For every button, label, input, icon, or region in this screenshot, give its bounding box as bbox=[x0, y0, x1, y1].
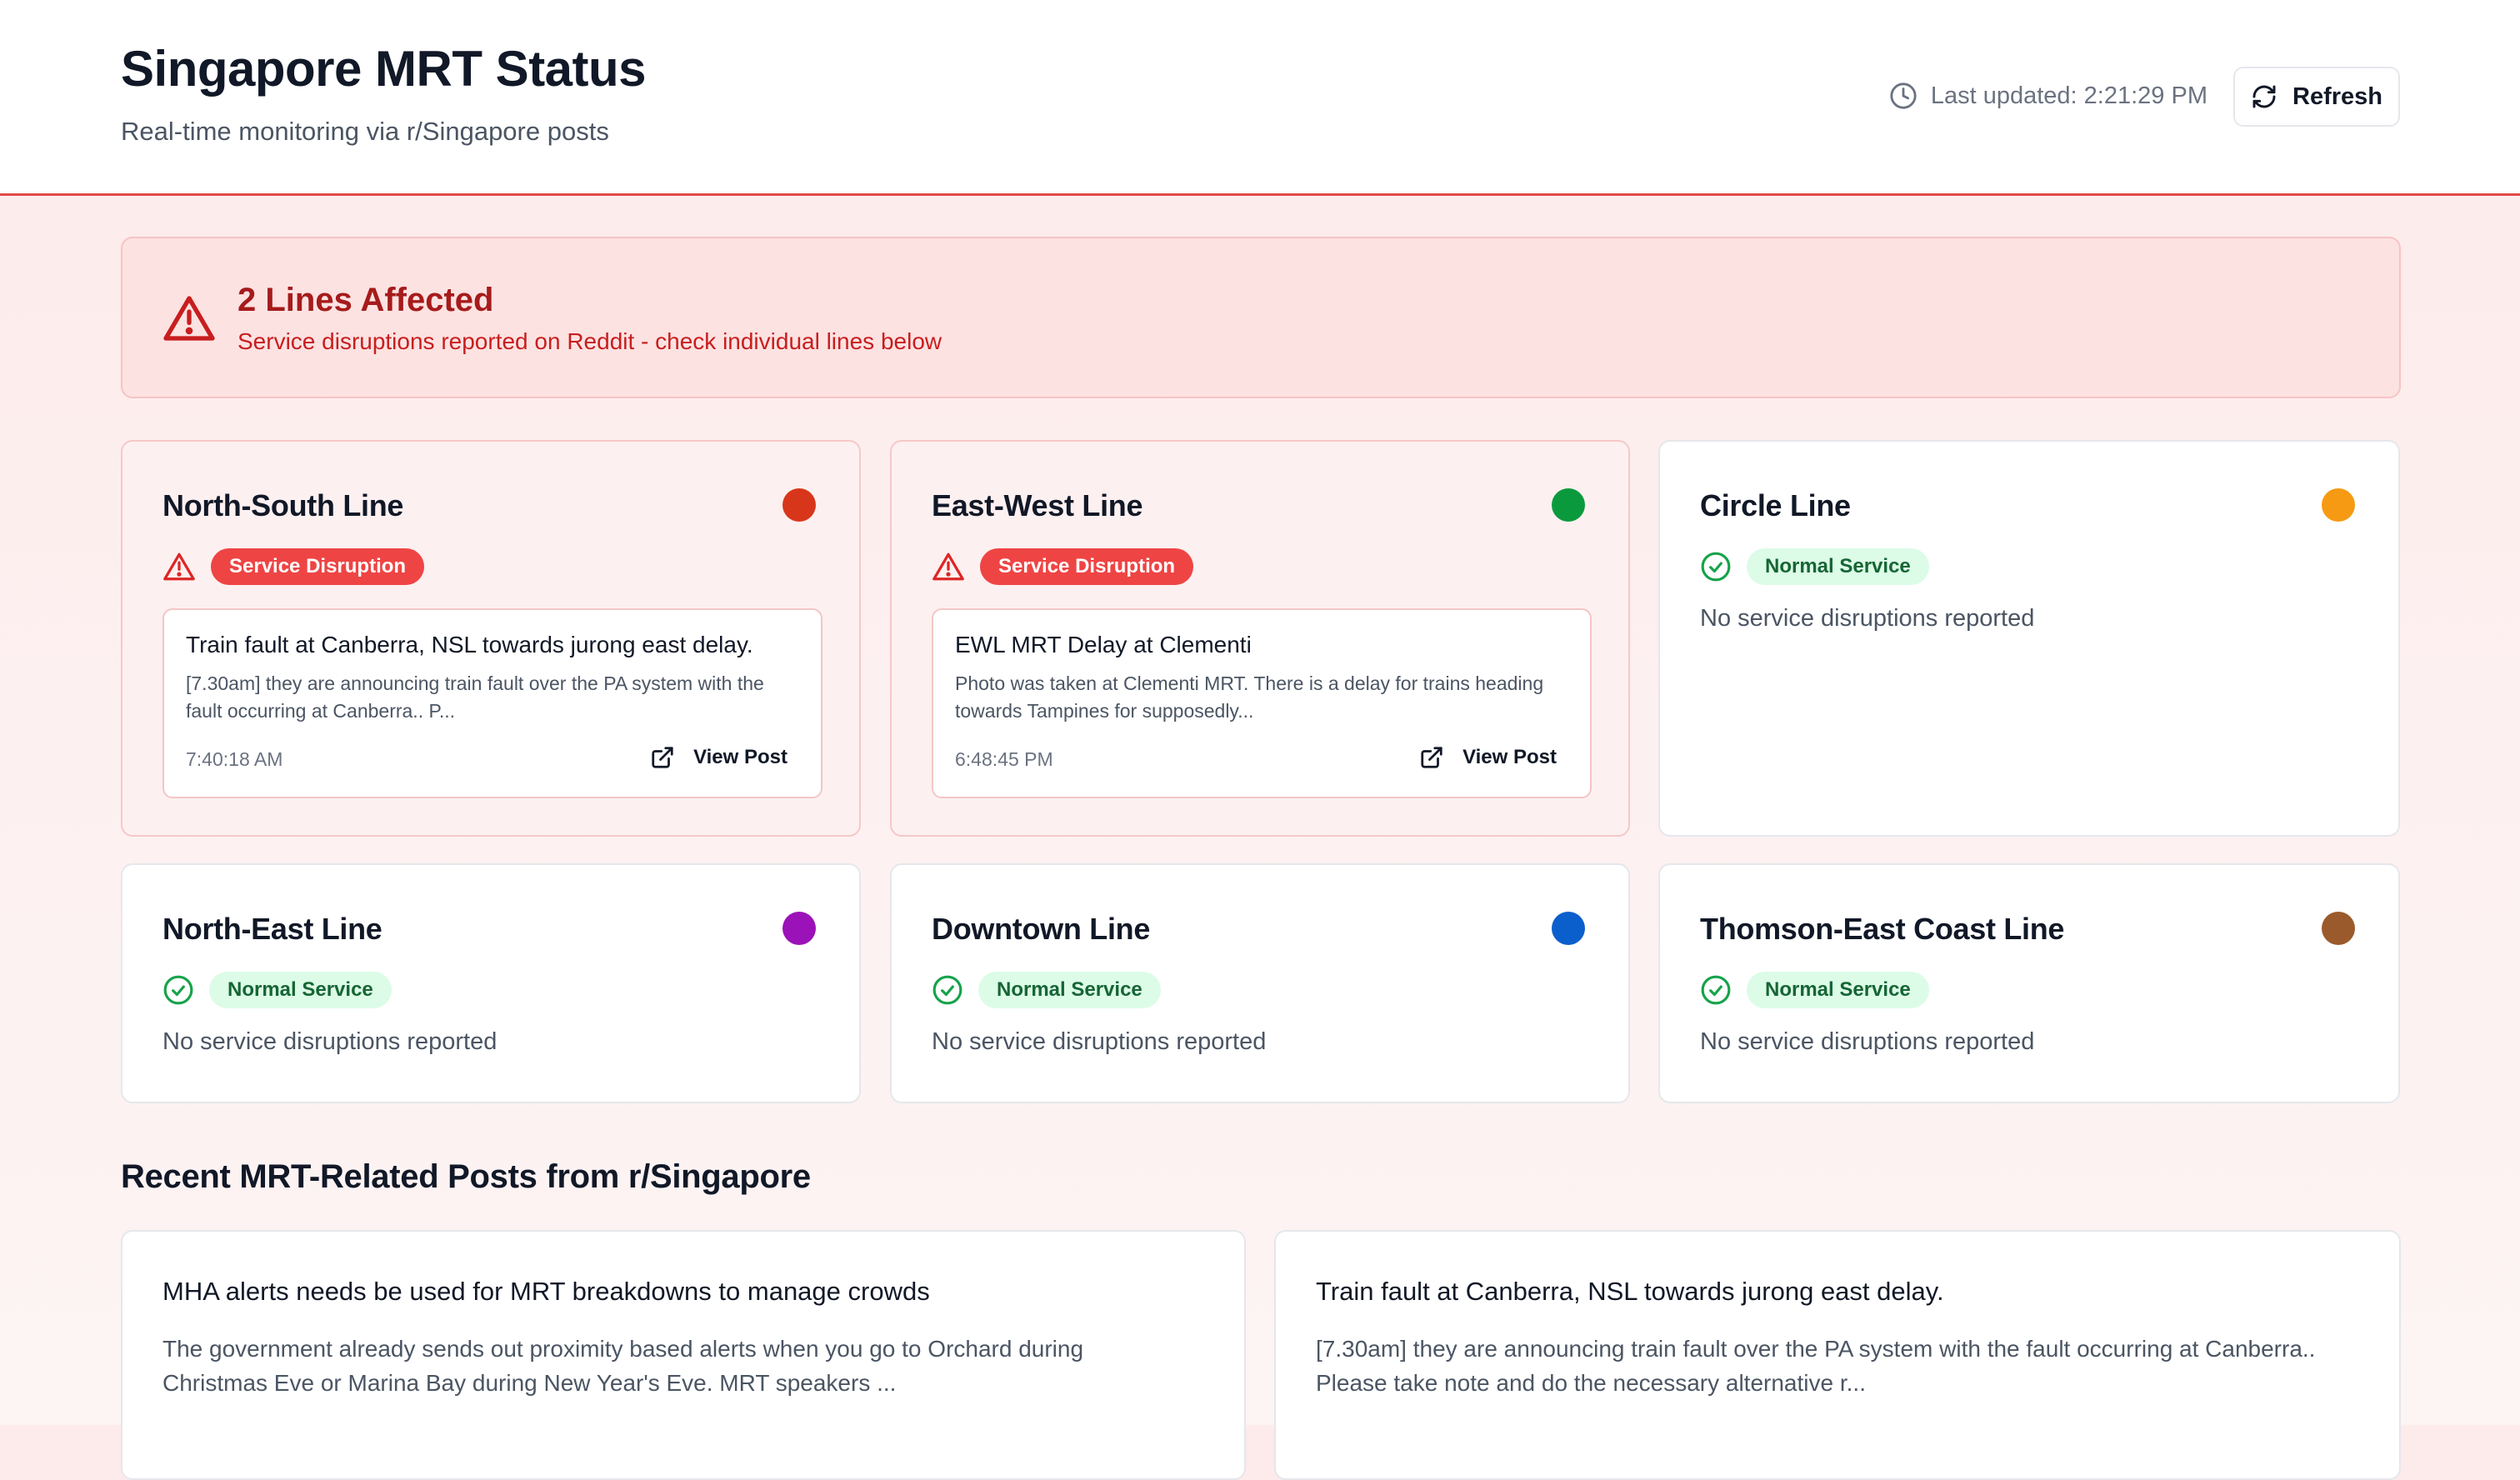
no-disruption-text: No service disruptions reported bbox=[162, 1028, 498, 1055]
status-badge: Normal Service bbox=[978, 972, 1161, 1008]
post-description: Photo was taken at Clementi MRT. There i… bbox=[955, 672, 1544, 722]
alert-title: 2 Lines Affected bbox=[238, 282, 494, 318]
external-link-icon bbox=[652, 747, 673, 768]
line-color-dot bbox=[2322, 912, 2355, 945]
post-description: [7.30am] they are announcing train fault… bbox=[186, 672, 764, 722]
line-card-north-east: North-East Line Normal Service No servic… bbox=[121, 863, 861, 1103]
post-title: Train fault at Canberra, NSL towards jur… bbox=[186, 632, 753, 658]
recent-post-description: The government already sends out proximi… bbox=[162, 1336, 1084, 1396]
line-color-dot bbox=[782, 488, 816, 522]
check-circle-icon bbox=[1701, 552, 1731, 582]
line-card-east-west: East-West Line Service Disruption EWL MR… bbox=[890, 440, 1630, 837]
line-name: Thomson-East Coast Line bbox=[1700, 912, 2065, 946]
line-color-dot bbox=[1552, 912, 1585, 945]
status-badge: Service Disruption bbox=[211, 548, 425, 585]
recent-post-card[interactable]: Train fault at Canberra, NSL towards jur… bbox=[1274, 1230, 2401, 1480]
recent-post-title[interactable]: MHA alerts needs be used for MRT breakdo… bbox=[162, 1277, 930, 1306]
no-disruption-text: No service disruptions reported bbox=[1700, 605, 2035, 632]
status-row: Normal Service bbox=[932, 972, 1161, 1008]
page-header: Singapore MRT Status Real-time monitorin… bbox=[0, 0, 2520, 196]
line-card-thomson-east-coast: Thomson-East Coast Line Normal Service N… bbox=[1658, 863, 2400, 1103]
line-name: Circle Line bbox=[1700, 488, 1851, 522]
status-row: Service Disruption bbox=[932, 548, 1194, 585]
line-name: Downtown Line bbox=[932, 912, 1151, 946]
check-circle-icon bbox=[1701, 975, 1731, 1005]
recent-post-title[interactable]: Train fault at Canberra, NSL towards jur… bbox=[1316, 1277, 1944, 1306]
status-badge: Normal Service bbox=[1747, 972, 1929, 1008]
warning-triangle-icon bbox=[163, 552, 195, 581]
line-name: North-East Line bbox=[162, 912, 382, 946]
no-disruption-text: No service disruptions reported bbox=[1700, 1028, 2035, 1055]
disruption-alert-banner: 2 Lines Affected Service disruptions rep… bbox=[121, 237, 2401, 398]
status-row: Normal Service bbox=[1700, 548, 1929, 585]
status-row: Service Disruption bbox=[162, 548, 425, 585]
page-title: Singapore MRT Status bbox=[121, 41, 647, 97]
refresh-icon bbox=[2252, 85, 2276, 108]
page-subtitle: Real-time monitoring via r/Singapore pos… bbox=[121, 117, 609, 146]
status-badge: Normal Service bbox=[1747, 548, 1929, 585]
disruption-post: Train fault at Canberra, NSL towards jur… bbox=[162, 608, 822, 798]
external-link-icon bbox=[1421, 747, 1442, 768]
refresh-label: Refresh bbox=[2292, 82, 2382, 110]
recent-posts-heading: Recent MRT-Related Posts from r/Singapor… bbox=[121, 1158, 811, 1195]
line-card-circle: Circle Line Normal Service No service di… bbox=[1658, 440, 2400, 837]
check-circle-icon bbox=[932, 975, 962, 1005]
last-updated-text: Last updated: 2:21:29 PM bbox=[1930, 82, 2208, 109]
refresh-button[interactable]: Refresh bbox=[2233, 67, 2400, 127]
status-row: Normal Service bbox=[1700, 972, 1929, 1008]
recent-post-description: [7.30am] they are announcing train fault… bbox=[1316, 1336, 2316, 1396]
line-color-dot bbox=[782, 912, 816, 945]
view-post-label: View Post bbox=[693, 746, 788, 768]
warning-triangle-icon bbox=[932, 552, 964, 581]
line-name: East-West Line bbox=[932, 488, 1143, 522]
check-circle-icon bbox=[163, 975, 193, 1005]
view-post-link[interactable]: View Post bbox=[1419, 745, 1557, 770]
recent-post-card[interactable]: MHA alerts needs be used for MRT breakdo… bbox=[121, 1230, 1246, 1480]
post-title: EWL MRT Delay at Clementi bbox=[955, 632, 1252, 658]
line-name: North-South Line bbox=[162, 488, 404, 522]
disruption-post: EWL MRT Delay at Clementi Photo was take… bbox=[932, 608, 1592, 798]
last-updated: Last updated: 2:21:29 PM bbox=[1889, 82, 2208, 110]
no-disruption-text: No service disruptions reported bbox=[932, 1028, 1267, 1055]
clock-icon bbox=[1890, 82, 1917, 109]
warning-triangle-icon bbox=[163, 296, 215, 341]
status-badge: Normal Service bbox=[209, 972, 392, 1008]
alert-description: Service disruptions reported on Reddit -… bbox=[238, 328, 942, 354]
status-row: Normal Service bbox=[162, 972, 392, 1008]
line-card-downtown: Downtown Line Normal Service No service … bbox=[890, 863, 1630, 1103]
line-color-dot bbox=[1552, 488, 1585, 522]
line-card-north-south: North-South Line Service Disruption Trai… bbox=[121, 440, 861, 837]
view-post-label: View Post bbox=[1462, 746, 1557, 768]
view-post-link[interactable]: View Post bbox=[650, 745, 788, 770]
post-time: 7:40:18 AM bbox=[186, 748, 283, 770]
status-badge: Service Disruption bbox=[980, 548, 1194, 585]
line-color-dot bbox=[2322, 488, 2355, 522]
post-time: 6:48:45 PM bbox=[955, 748, 1053, 770]
